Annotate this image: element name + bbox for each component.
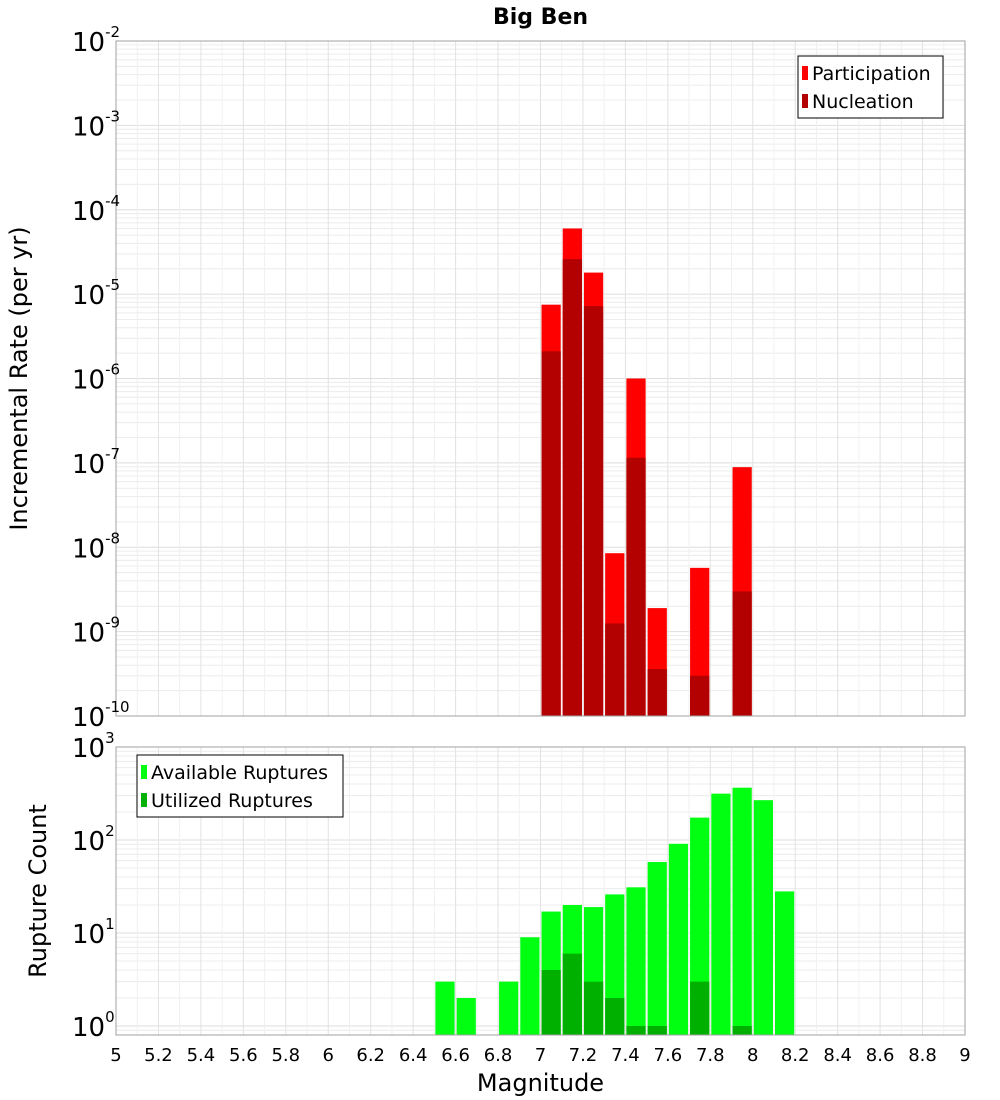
bar (647, 861, 667, 1035)
legend-box (797, 55, 944, 119)
x-tick-labels: 5 5.2 5.4 5.6 5.8 6 6.2 6.4 6.6 6.8 7 7.2 7.4 7.6 7.8 8… (110, 1045, 970, 1066)
bar (562, 259, 582, 716)
legend-swatch (141, 793, 147, 807)
y-tick-label: 10-8 (72, 529, 120, 564)
y-tick-label: 10-2 (72, 23, 120, 58)
x-tick-label: 5.8 (271, 1045, 300, 1066)
bar (668, 843, 689, 1035)
y-tick-label: 10-5 (72, 276, 120, 311)
x-tick-label: 8.6 (866, 1045, 895, 1066)
bar (583, 981, 604, 1035)
y-tick-label: 103 (72, 729, 115, 764)
y-tick-label: 10-7 (72, 445, 120, 480)
bar (690, 981, 710, 1035)
y-tick-label: 10-3 (72, 107, 120, 142)
bar (626, 1025, 646, 1035)
y-tick-label: 100 (72, 1008, 115, 1043)
x-tick-label: 7.4 (611, 1045, 640, 1066)
bar (499, 981, 519, 1035)
y-tick-labels: 10-2 10-3 10-4 10-5 10-6 10-7 10-8 10-9 10-10 (72, 23, 130, 733)
x-tick-label: 7.8 (696, 1045, 725, 1066)
x-tick-label: 5.4 (187, 1045, 216, 1066)
bar (520, 937, 540, 1035)
bar (456, 997, 476, 1035)
bar (562, 953, 582, 1035)
legend: Participation Nucleation (797, 55, 944, 119)
bar (605, 997, 625, 1035)
bar (626, 887, 646, 1035)
bar (732, 1025, 752, 1035)
chart-title: Big Ben (493, 5, 588, 30)
bar (774, 891, 795, 1035)
bar (605, 623, 625, 716)
grid (115, 40, 966, 717)
y-tick-label: 102 (72, 822, 115, 857)
bar (753, 800, 773, 1035)
bar (541, 969, 561, 1035)
x-tick-label: 7.2 (569, 1045, 598, 1066)
legend-box (136, 754, 344, 818)
x-tick-label: 8 (747, 1045, 758, 1066)
x-tick-label: 7.6 (654, 1045, 683, 1066)
legend: Available Ruptures Utilized Ruptures (136, 754, 344, 818)
x-tick-label: 7 (535, 1045, 546, 1066)
x-tick-label: 8.8 (908, 1045, 937, 1066)
legend-label: Available Ruptures (151, 762, 328, 784)
bar (690, 675, 710, 716)
y-tick-labels: 103 102 101 100 (72, 729, 115, 1043)
bar (647, 669, 667, 716)
x-tick-label: 5.6 (229, 1045, 258, 1066)
bar (435, 981, 455, 1035)
bar (541, 351, 561, 716)
panel-1: 10-2 10-3 10-4 10-5 10-6 10-7 10-8 10-9 10-10 Inc… (5, 5, 966, 733)
legend-swatch (802, 66, 808, 80)
legend-label: Utilized Ruptures (151, 790, 313, 812)
x-tick-label: 8.4 (823, 1045, 852, 1066)
legend-swatch (141, 765, 147, 779)
y-tick-label: 10-9 (72, 614, 120, 649)
legend-label: Participation (812, 63, 931, 85)
y-tick-label: 10-6 (72, 361, 120, 396)
x-tick-label: 6.6 (441, 1045, 470, 1066)
x-tick-label: 5 (110, 1045, 121, 1066)
y-tick-label: 101 (72, 915, 115, 950)
x-tick-label: 6.8 (484, 1045, 513, 1066)
x-tick-label: 6.4 (399, 1045, 428, 1066)
x-tick-label: 9 (959, 1045, 970, 1066)
x-axis-label: Magnitude (477, 1069, 604, 1097)
bar (732, 591, 752, 716)
bar (647, 1025, 667, 1035)
bar (583, 306, 604, 716)
legend-swatch (802, 94, 808, 108)
y-tick-label: 10-10 (72, 698, 130, 733)
y-axis-label: Rupture Count (24, 804, 52, 978)
panel-2: 103 102 101 100 Rupture Count 5 5.2 5.4 5.6 5.8 6 6… (24, 729, 971, 1097)
bar (690, 817, 710, 1035)
series-utilized-ruptures (541, 953, 752, 1035)
series-nucleation (541, 259, 752, 716)
bar (732, 787, 752, 1035)
legend-label: Nucleation (812, 91, 914, 113)
plot-frame (115, 40, 966, 717)
bar (711, 793, 731, 1035)
plot-frame (115, 746, 966, 1036)
x-tick-label: 5.2 (144, 1045, 173, 1066)
x-tick-label: 6 (323, 1045, 334, 1066)
bar (626, 457, 646, 716)
y-tick-label: 10-4 (72, 192, 120, 227)
x-tick-label: 8.2 (781, 1045, 810, 1066)
y-axis-label: Incremental Rate (per yr) (5, 226, 33, 530)
x-tick-label: 6.2 (356, 1045, 385, 1066)
